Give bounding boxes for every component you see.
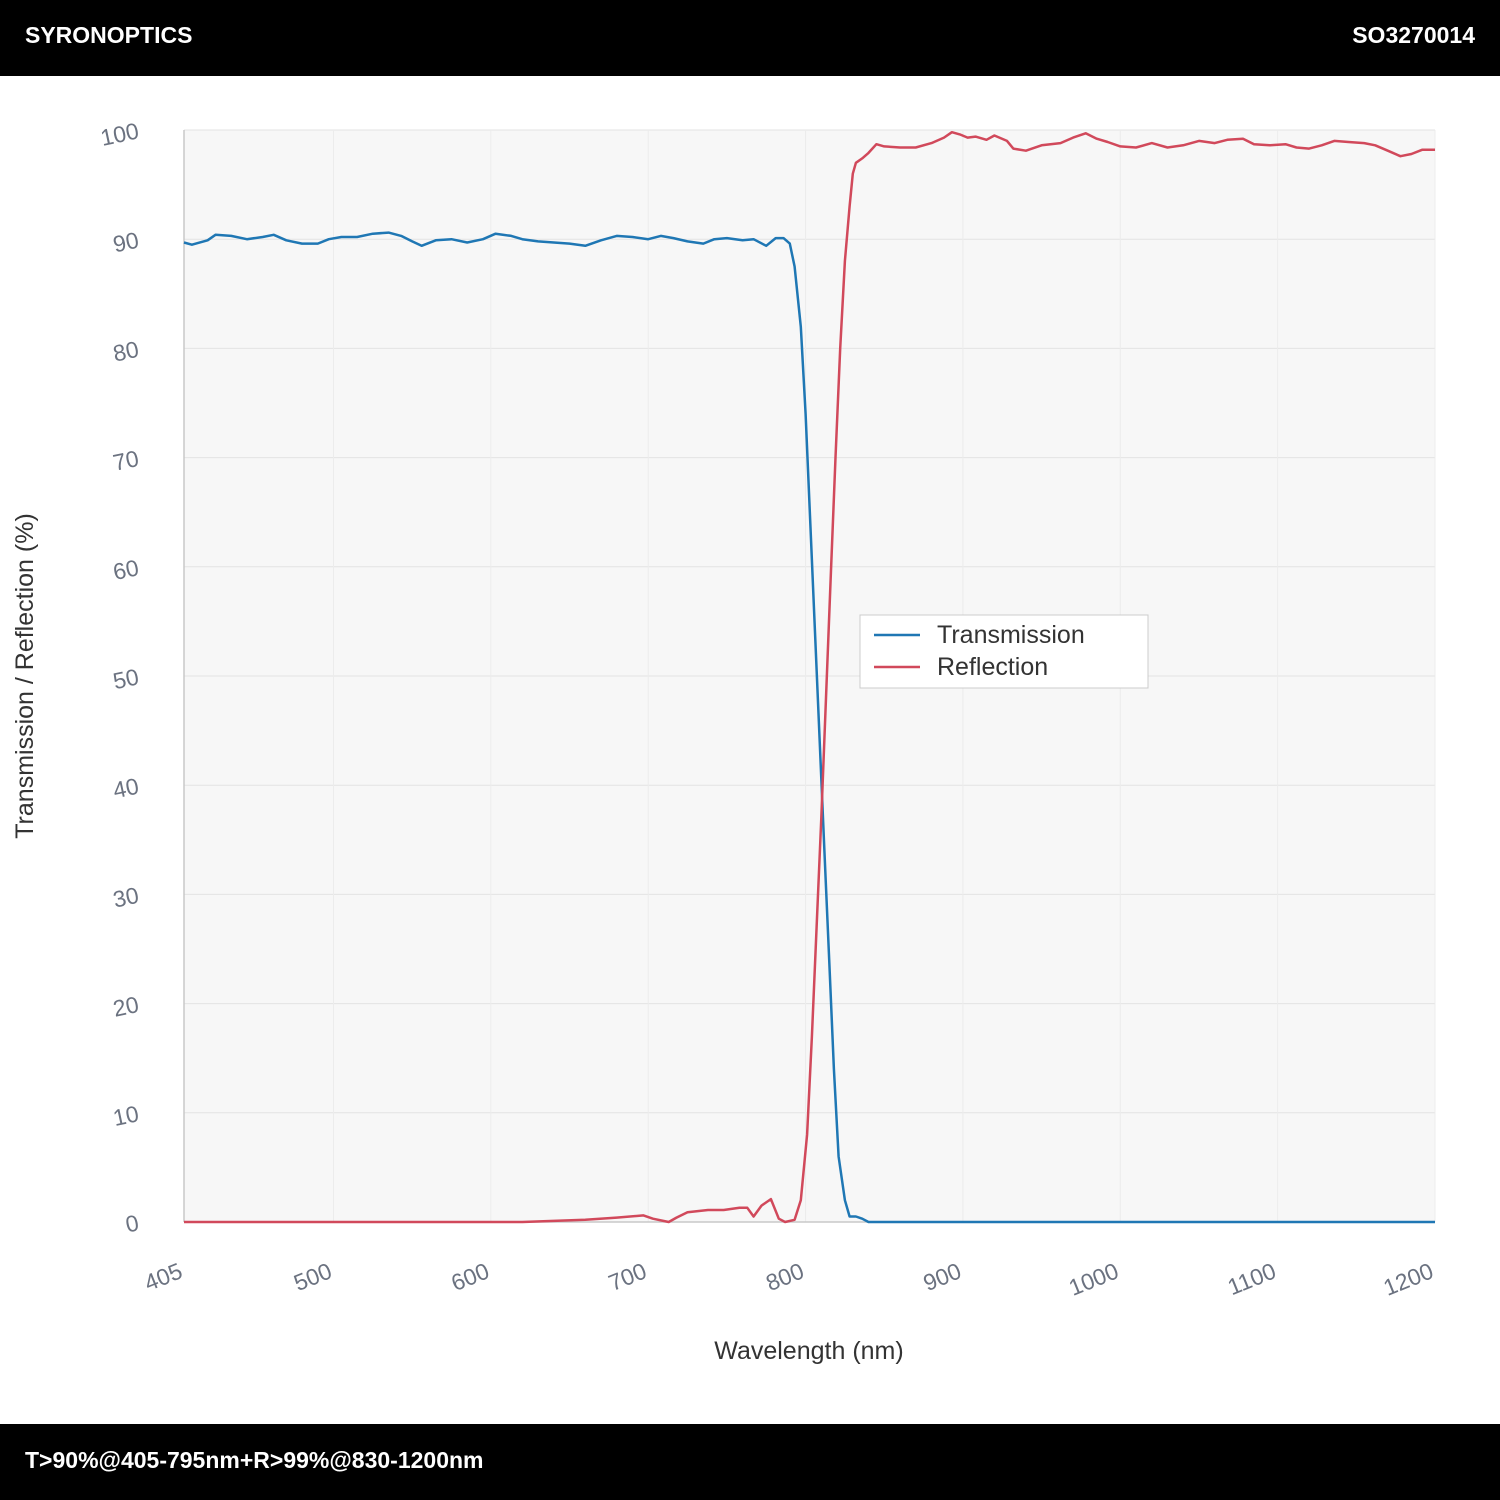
x-tick-label: 800: [762, 1258, 807, 1296]
legend-label-transmission: Transmission: [937, 621, 1085, 649]
series-line-reflection: [184, 130, 1435, 1224]
spec-text: T>90%@405-795nm+R>99%@830-1200nm: [25, 1447, 484, 1473]
y-tick-label: 50: [111, 663, 141, 694]
series-line-transmission: [183, 231, 1435, 1224]
x-tick-label: 900: [919, 1258, 964, 1296]
x-tick-label: 600: [447, 1258, 492, 1296]
footer-bar: T>90%@405-795nm+R>99%@830-1200nm: [0, 1424, 1500, 1500]
legend-box: [859, 614, 1149, 689]
x-tick-label: 405: [141, 1258, 186, 1296]
y-tick-label: 70: [111, 445, 141, 476]
legend-label-reflection: Reflection: [937, 653, 1048, 681]
y-tick-label: 60: [111, 554, 141, 585]
x-tick-label: 500: [290, 1258, 335, 1296]
y-axis-label: Transmission / Reflection (%): [11, 513, 39, 839]
x-tick-label: 700: [605, 1258, 650, 1296]
x-tick-label: 1200: [1380, 1258, 1437, 1301]
y-tick-label: 10: [111, 1100, 141, 1131]
y-tick-label: 20: [111, 991, 141, 1022]
x-axis-label: Wavelength (nm): [714, 1337, 903, 1365]
y-tick-label: 40: [111, 773, 141, 804]
product-code: SO3270014: [1352, 22, 1475, 48]
y-tick-label: 0: [123, 1209, 141, 1237]
brand-name: SYRONOPTICS: [25, 22, 193, 48]
header-bar: SYRONOPTICS SO3270014: [0, 0, 1500, 76]
x-tick-label: 1100: [1224, 1258, 1280, 1301]
y-tick-label: 80: [111, 336, 141, 367]
legend: Transmission Reflection: [859, 614, 1149, 689]
x-tick-label: 1000: [1065, 1258, 1122, 1301]
y-tick-label: 30: [111, 882, 141, 913]
series-group: [183, 130, 1435, 1224]
y-tick-label: 100: [98, 117, 141, 150]
y-tick-label: 90: [111, 227, 141, 258]
